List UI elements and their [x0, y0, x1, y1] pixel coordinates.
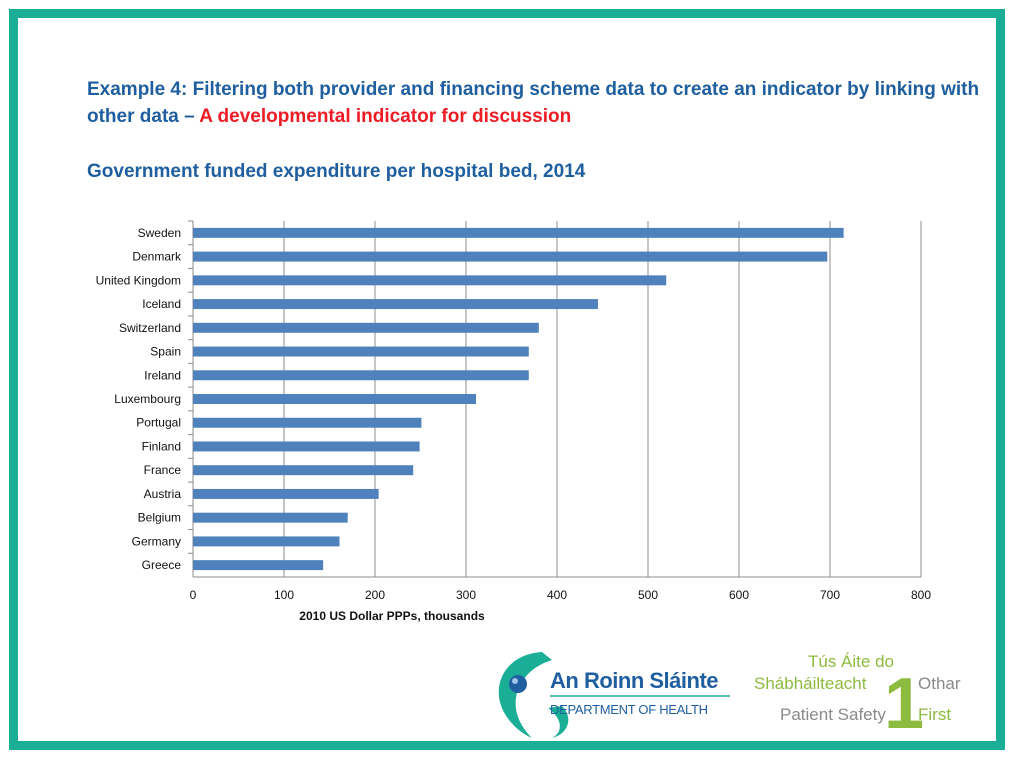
x-tick-label: 700 — [820, 588, 840, 602]
category-label: Finland — [142, 439, 181, 453]
psf-numeral-one: 1 — [884, 664, 924, 740]
category-label: Iceland — [142, 297, 181, 311]
category-label: Greece — [142, 558, 182, 572]
psf-line3: Othar — [918, 674, 961, 693]
bar — [193, 512, 348, 523]
bar — [193, 536, 340, 547]
psf-line4: Patient Safety — [780, 705, 886, 724]
bar — [193, 370, 529, 381]
x-tick-label: 100 — [274, 588, 294, 602]
bar — [193, 417, 422, 428]
category-label: Spain — [150, 345, 181, 359]
bar-chart: Sweden Denmark United Kingdom Iceland Switze… — [96, 220, 931, 623]
bar — [193, 322, 539, 333]
category-label: Ireland — [144, 368, 181, 382]
category-label: Portugal — [136, 416, 181, 430]
category-label: Germany — [132, 534, 181, 548]
bar — [193, 275, 667, 286]
x-tick-label: 300 — [456, 588, 476, 602]
x-tick-label: 600 — [729, 588, 749, 602]
psf-line2: Shábháilteacht — [754, 674, 867, 693]
slide-heading: Example 4: Filtering both provider and f… — [87, 76, 987, 130]
x-axis-title: 2010 US Dollar PPPs, thousands — [299, 609, 485, 623]
doh-name-irish: An Roinn Sláinte — [550, 668, 718, 693]
bar — [193, 227, 844, 238]
doh-swirl-icon — [498, 652, 552, 738]
bar — [193, 299, 598, 310]
category-label: Luxembourg — [114, 392, 181, 406]
x-tick-label: 200 — [365, 588, 385, 602]
bar — [193, 394, 477, 404]
psf-line1: Tús Áite do — [808, 652, 894, 671]
bar — [193, 488, 379, 499]
category-label: Austria — [144, 487, 182, 501]
category-label: Belgium — [138, 511, 181, 525]
category-label: France — [144, 463, 182, 477]
bar — [193, 441, 420, 452]
x-tick-label: 400 — [547, 588, 567, 602]
bar — [193, 346, 529, 357]
heading-accent: A developmental indicator for discussion — [199, 106, 572, 127]
bar — [193, 465, 414, 476]
psf-line5: First — [918, 705, 951, 724]
bar — [193, 251, 828, 262]
x-tick-label: 800 — [911, 588, 931, 602]
x-tick-label: 500 — [638, 588, 658, 602]
patient-safety-first-logo: Tús Áite do Shábháilteacht 1 Othar Patie… — [754, 652, 961, 740]
doh-name-english: DEPARTMENT OF HEALTH — [550, 702, 708, 717]
category-label: Denmark — [132, 250, 182, 264]
bar — [193, 560, 324, 571]
chart-subtitle: Government funded expenditure per hospit… — [87, 161, 586, 182]
category-label: United Kingdom — [96, 273, 181, 287]
slide-frame — [9, 9, 1005, 750]
x-tick-label: 0 — [190, 588, 197, 602]
category-label: Switzerland — [119, 321, 181, 335]
heading-main: Example 4: Filtering both provider and f… — [87, 79, 980, 127]
category-label: Sweden — [138, 226, 181, 240]
department-of-health-logo: An Roinn Sláinte DEPARTMENT OF HEALTH — [498, 652, 730, 738]
